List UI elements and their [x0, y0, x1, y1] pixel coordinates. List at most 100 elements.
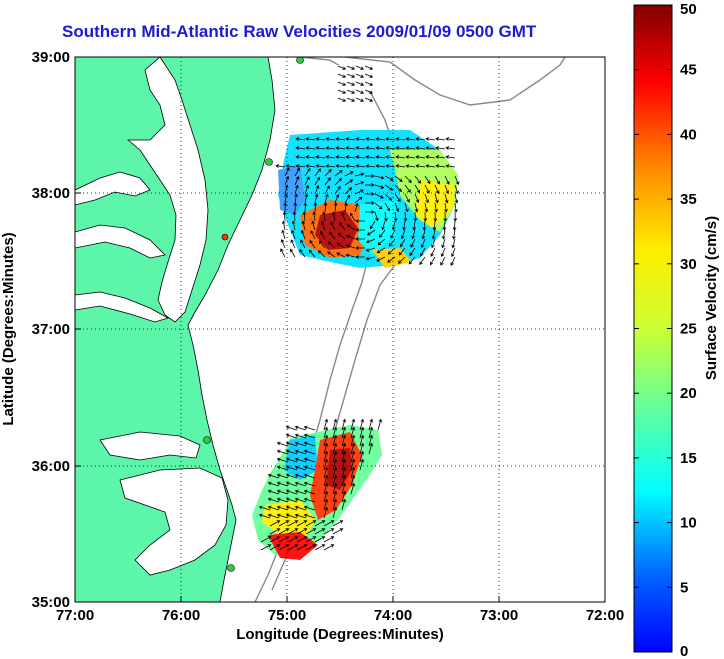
velocity-arrow — [269, 520, 281, 527]
velocity-arrow — [355, 81, 365, 86]
velocity-arrow — [441, 238, 446, 249]
velocity-arrow — [300, 239, 306, 249]
velocity-arrow — [276, 441, 289, 447]
velocity-arrow — [285, 433, 298, 439]
velocity-arrow — [285, 481, 298, 487]
velocity-arrow — [332, 498, 338, 511]
velocity-arrow — [354, 202, 359, 213]
velocity-arrow — [323, 202, 328, 213]
velocity-arrow — [444, 202, 448, 213]
velocity-arrow — [330, 221, 336, 231]
velocity-arrow — [258, 505, 271, 511]
velocity-arrow — [300, 229, 306, 240]
velocity-arrow — [323, 482, 329, 495]
velocity-arrow — [290, 248, 296, 258]
velocity-arrow — [323, 520, 335, 527]
velocity-arrow — [280, 248, 286, 258]
velocity-arrow — [355, 97, 365, 102]
velocity-arrow — [303, 505, 316, 511]
velocity-arrow — [345, 164, 356, 168]
river-potomac — [75, 171, 151, 206]
velocity-arrow — [295, 137, 306, 141]
velocity-arrow — [355, 155, 366, 159]
velocity-arrow — [359, 434, 365, 447]
velocity-arrow — [337, 73, 347, 78]
velocity-arrow — [267, 497, 280, 503]
velocity-arrow — [387, 256, 396, 263]
velocity-arrow — [341, 442, 347, 455]
velocity-arrow — [314, 544, 326, 551]
velocity-arrow — [303, 449, 316, 455]
velocity-arrow — [294, 505, 307, 511]
velocity-arrow — [285, 489, 298, 495]
velocity-arrow — [341, 490, 347, 503]
velocity-arrow — [414, 202, 419, 213]
albemarle-sound — [99, 431, 201, 461]
velocity-arrow — [345, 234, 356, 240]
velocity-arrow — [267, 481, 280, 487]
velocity-arrow — [294, 473, 307, 479]
velocity-arrow — [285, 457, 298, 463]
velocity-arrow — [376, 247, 386, 254]
velocity-arrow — [305, 520, 317, 527]
velocity-arrow — [414, 193, 420, 204]
colorbar — [633, 4, 673, 653]
river-james — [75, 291, 170, 323]
velocity-arrow — [323, 418, 329, 431]
velocity-arrow — [419, 256, 426, 266]
velocity-arrow — [294, 175, 300, 186]
velocity-arrow — [294, 425, 307, 431]
velocity-arrow — [354, 181, 365, 186]
y-tick-label: 37:00 — [32, 321, 70, 338]
velocity-arrows — [258, 65, 460, 551]
velocity-arrow — [337, 89, 347, 94]
velocity-arrow — [441, 229, 446, 240]
velocity-arrow — [301, 220, 306, 231]
velocity-arrow — [323, 528, 335, 535]
x-tick-label: 72:00 — [586, 607, 624, 624]
velocity-arrow — [384, 184, 394, 191]
velocity-arrow — [284, 167, 290, 177]
velocity-arrow — [269, 528, 281, 535]
velocity-arrow — [379, 229, 386, 238]
y-tick-label: 39:00 — [32, 49, 70, 66]
velocity-arrow — [335, 155, 346, 159]
velocity-arrow — [387, 247, 396, 255]
velocity-arrow — [294, 167, 300, 177]
velocity-arrow — [308, 249, 316, 258]
velocity-arrow — [376, 256, 386, 262]
velocity-arrow — [314, 536, 326, 543]
velocity-arrow — [350, 466, 356, 479]
velocity-arrow — [287, 536, 299, 543]
velocity-arrow — [285, 449, 298, 455]
velocity-arrow — [341, 458, 347, 471]
velocity-arrow — [303, 489, 316, 495]
velocity-arrow — [280, 238, 286, 249]
velocity-arrow — [332, 490, 338, 503]
velocity-arrow — [332, 482, 338, 495]
velocity-arrow — [444, 175, 450, 185]
velocity-arrow — [424, 175, 431, 185]
velocity-arrow — [311, 220, 316, 231]
velocity-arrow — [344, 179, 354, 186]
velocity-arrow — [287, 528, 299, 535]
velocity-arrow — [440, 256, 446, 266]
velocity-arrow — [327, 241, 336, 249]
velocity-arrow — [344, 202, 348, 213]
velocity-arrow — [284, 193, 288, 204]
velocity-arrow — [364, 73, 374, 78]
velocity-arrow — [385, 164, 396, 168]
velocity-arrow — [293, 202, 298, 213]
velocity-arrow — [267, 489, 280, 495]
velocity-arrow — [294, 184, 299, 195]
velocity-arrow — [323, 450, 329, 463]
velocity-arrow — [405, 146, 416, 150]
velocity-arrow — [276, 457, 289, 463]
y-tick-label: 38:00 — [32, 185, 70, 202]
map-grid — [75, 57, 605, 602]
velocity-arrow — [341, 482, 347, 495]
velocity-arrow — [425, 146, 436, 150]
velocity-arrow — [445, 137, 456, 141]
velocity-arrow — [345, 155, 356, 159]
